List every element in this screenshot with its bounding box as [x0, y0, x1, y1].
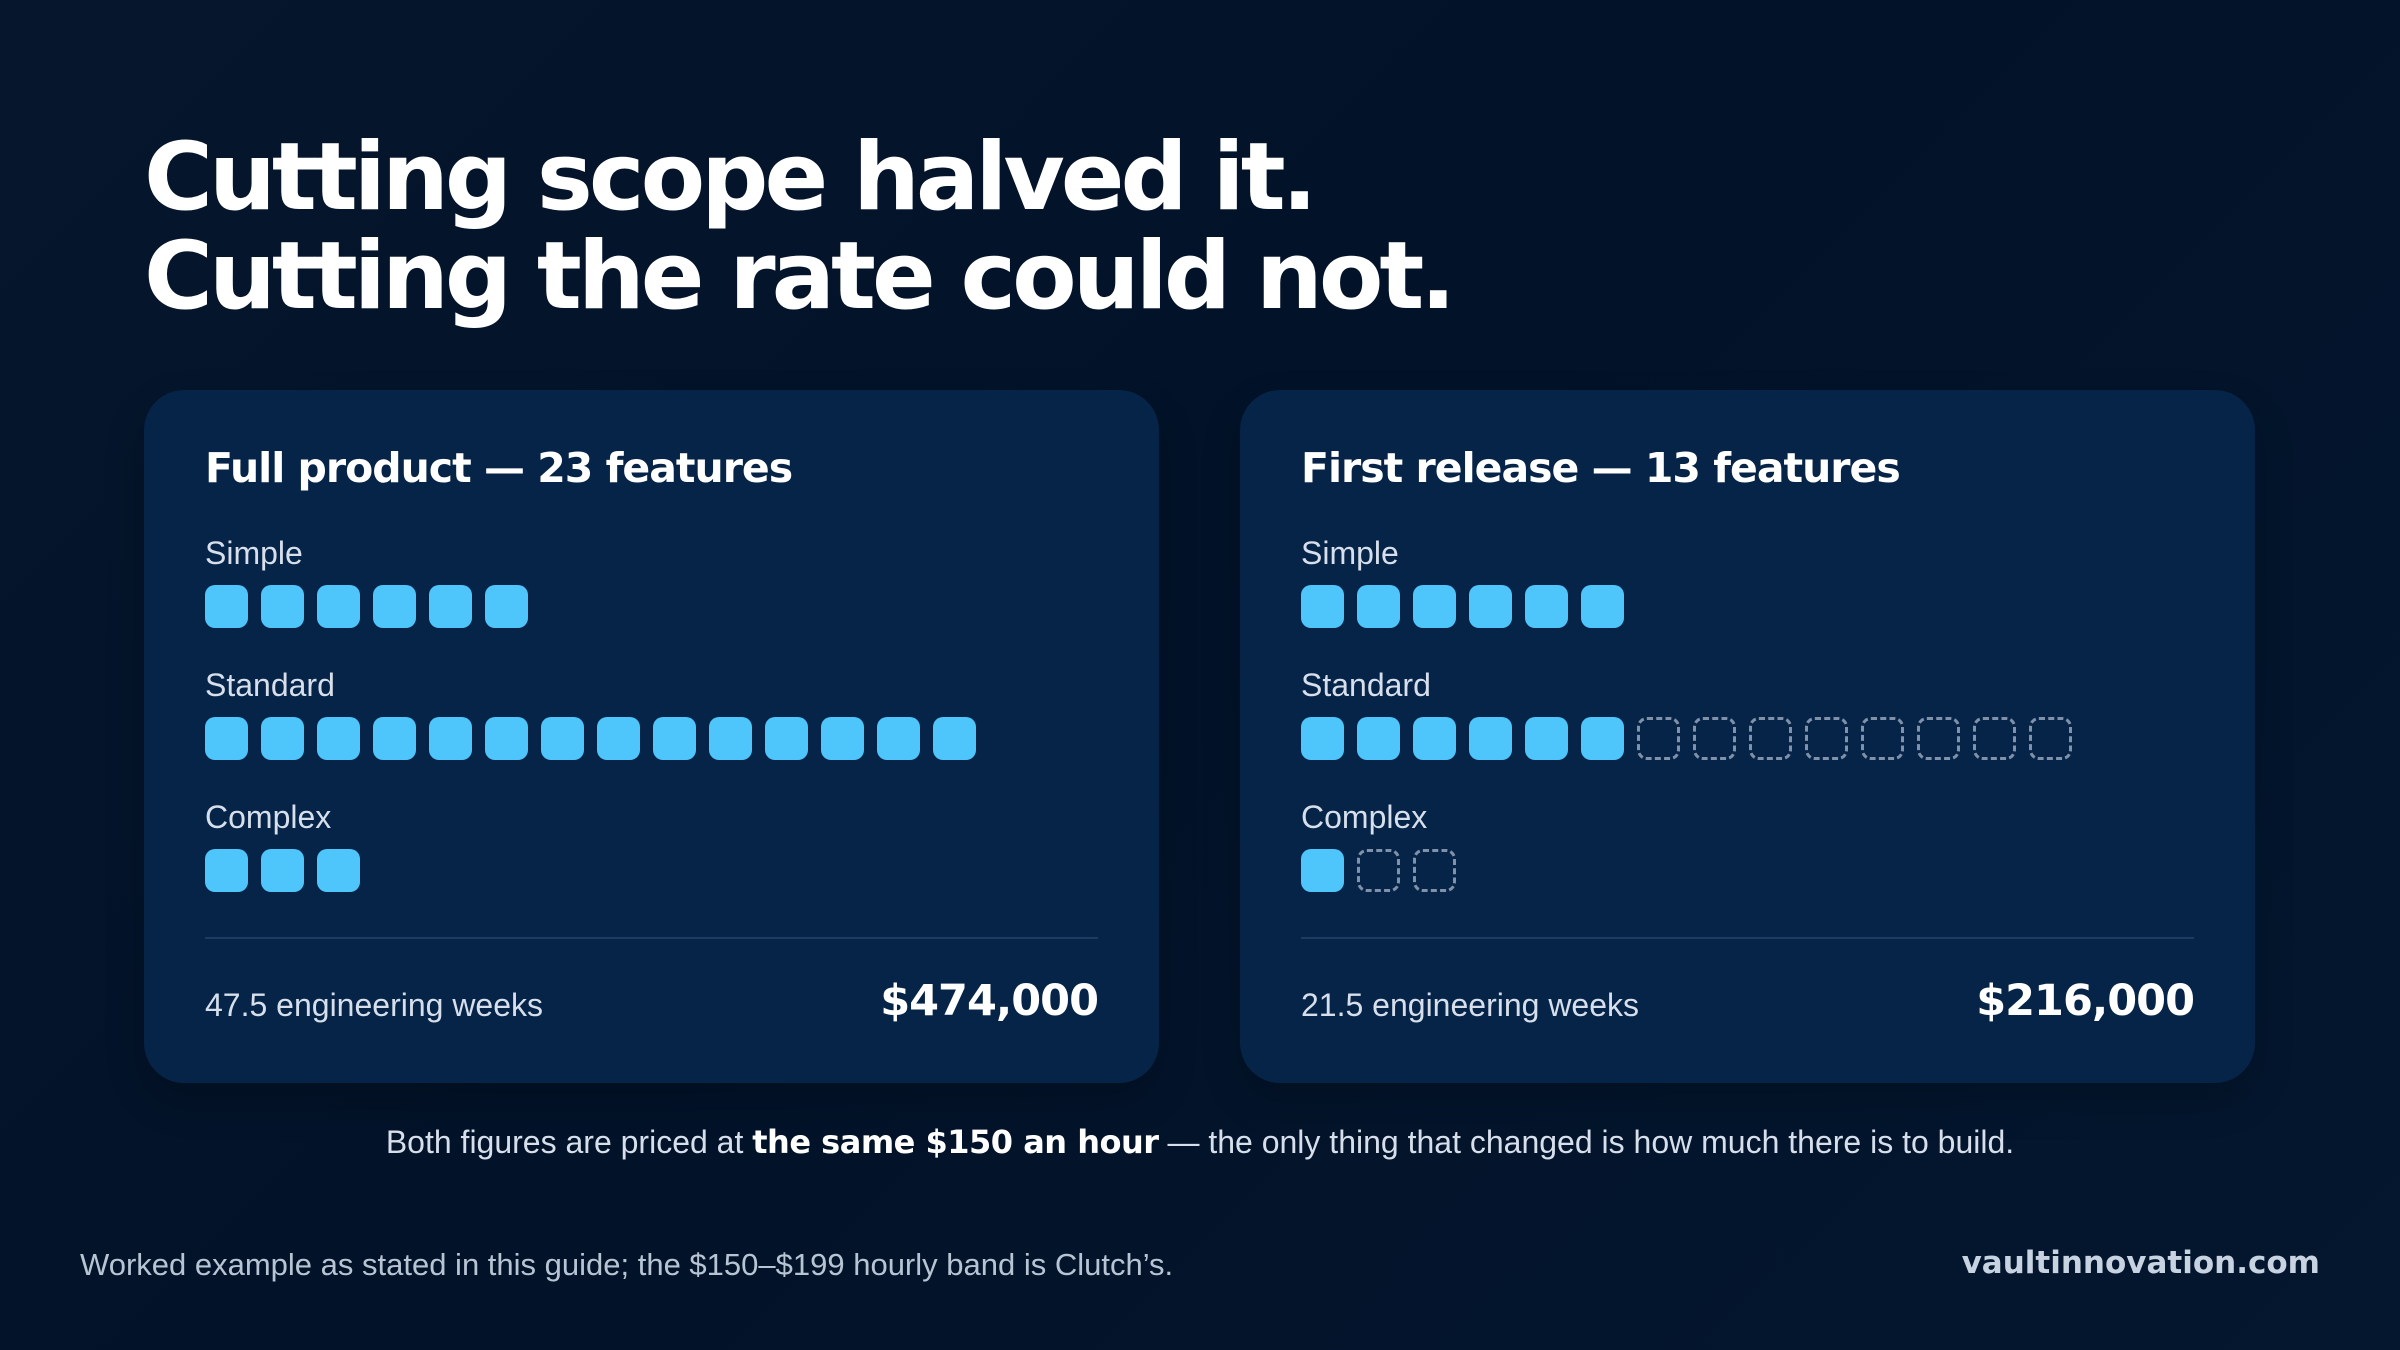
first-release-complex-squares: [1301, 849, 2194, 892]
removed-feature-square: [1413, 849, 1456, 892]
full-product-complex-label: Complex: [205, 799, 332, 835]
included-feature-square: [205, 849, 248, 892]
removed-feature-square: [1357, 849, 1400, 892]
full-product-card: Full product — 23 features Simple Standa…: [144, 390, 1159, 1083]
included-feature-square: [1581, 717, 1624, 760]
headline-line-2: Cutting the rate could not.: [144, 222, 1456, 331]
first-release-simple-label: Simple: [1301, 535, 1399, 571]
first-release-simple-group: Simple: [1301, 532, 2194, 628]
full-product-standard-group: Standard: [205, 664, 1098, 760]
included-feature-square: [261, 849, 304, 892]
included-feature-square: [1413, 717, 1456, 760]
first-release-price: $216,000: [1976, 976, 2195, 1026]
included-feature-square: [1301, 585, 1344, 628]
full-product-complex-group: Complex: [205, 796, 1098, 892]
full-product-card-title: Full product — 23 features: [205, 444, 793, 492]
included-feature-square: [373, 717, 416, 760]
full-product-simple-label: Simple: [205, 535, 303, 571]
first-release-standard-group: Standard: [1301, 664, 2194, 760]
first-release-complex-group: Complex: [1301, 796, 2194, 892]
included-feature-square: [1413, 585, 1456, 628]
included-feature-square: [429, 717, 472, 760]
removed-feature-square: [1693, 717, 1736, 760]
headline: Cutting scope halved it. Cutting the rat…: [144, 128, 2044, 326]
source-note: Worked example as stated in this guide; …: [80, 1247, 1174, 1282]
included-feature-square: [317, 585, 360, 628]
full-product-standard-squares: [205, 717, 1098, 760]
first-release-standard-squares: [1301, 717, 2194, 760]
included-feature-square: [1301, 849, 1344, 892]
first-release-standard-label: Standard: [1301, 667, 1431, 703]
included-feature-square: [1357, 717, 1400, 760]
brand-url: vaultinnovation.com: [1961, 1245, 2320, 1281]
included-feature-square: [653, 717, 696, 760]
first-release-card: First release — 13 features Simple Stand…: [1240, 390, 2255, 1083]
headline-line-1: Cutting scope halved it.: [144, 123, 1317, 232]
removed-feature-square: [1917, 717, 1960, 760]
removed-feature-square: [1637, 717, 1680, 760]
removed-feature-square: [1749, 717, 1792, 760]
first-release-divider: [1301, 937, 2194, 939]
included-feature-square: [261, 585, 304, 628]
included-feature-square: [373, 585, 416, 628]
full-product-simple-squares: [205, 585, 1098, 628]
included-feature-square: [1469, 717, 1512, 760]
included-feature-square: [485, 585, 528, 628]
pricing-note-before: Both figures are priced at: [385, 1124, 753, 1160]
included-feature-square: [205, 585, 248, 628]
included-feature-square: [933, 717, 976, 760]
removed-feature-square: [1861, 717, 1904, 760]
included-feature-square: [597, 717, 640, 760]
removed-feature-square: [1805, 717, 1848, 760]
pricing-note: Both figures are priced at the same $150…: [0, 1121, 2400, 1163]
included-feature-square: [317, 849, 360, 892]
included-feature-square: [765, 717, 808, 760]
included-feature-square: [261, 717, 304, 760]
included-feature-square: [1581, 585, 1624, 628]
included-feature-square: [1357, 585, 1400, 628]
first-release-simple-squares: [1301, 585, 2194, 628]
included-feature-square: [1525, 585, 1568, 628]
included-feature-square: [1469, 585, 1512, 628]
included-feature-square: [429, 585, 472, 628]
full-product-complex-squares: [205, 849, 1098, 892]
included-feature-square: [541, 717, 584, 760]
first-release-card-title: First release — 13 features: [1301, 444, 1901, 492]
pricing-note-rate: the same $150 an hour: [752, 1123, 1159, 1161]
removed-feature-square: [2029, 717, 2072, 760]
full-product-price: $474,000: [880, 976, 1099, 1026]
included-feature-square: [1301, 717, 1344, 760]
full-product-standard-label: Standard: [205, 667, 335, 703]
included-feature-square: [877, 717, 920, 760]
first-release-complex-label: Complex: [1301, 799, 1428, 835]
included-feature-square: [317, 717, 360, 760]
removed-feature-square: [1973, 717, 2016, 760]
included-feature-square: [205, 717, 248, 760]
first-release-weeks: 21.5 engineering weeks: [1301, 987, 1640, 1023]
pricing-note-after: — the only thing that changed is how muc…: [1158, 1124, 2015, 1160]
full-product-weeks: 47.5 engineering weeks: [205, 987, 544, 1023]
full-product-simple-group: Simple: [205, 532, 1098, 628]
full-product-divider: [205, 937, 1098, 939]
included-feature-square: [1525, 717, 1568, 760]
included-feature-square: [821, 717, 864, 760]
included-feature-square: [709, 717, 752, 760]
included-feature-square: [485, 717, 528, 760]
